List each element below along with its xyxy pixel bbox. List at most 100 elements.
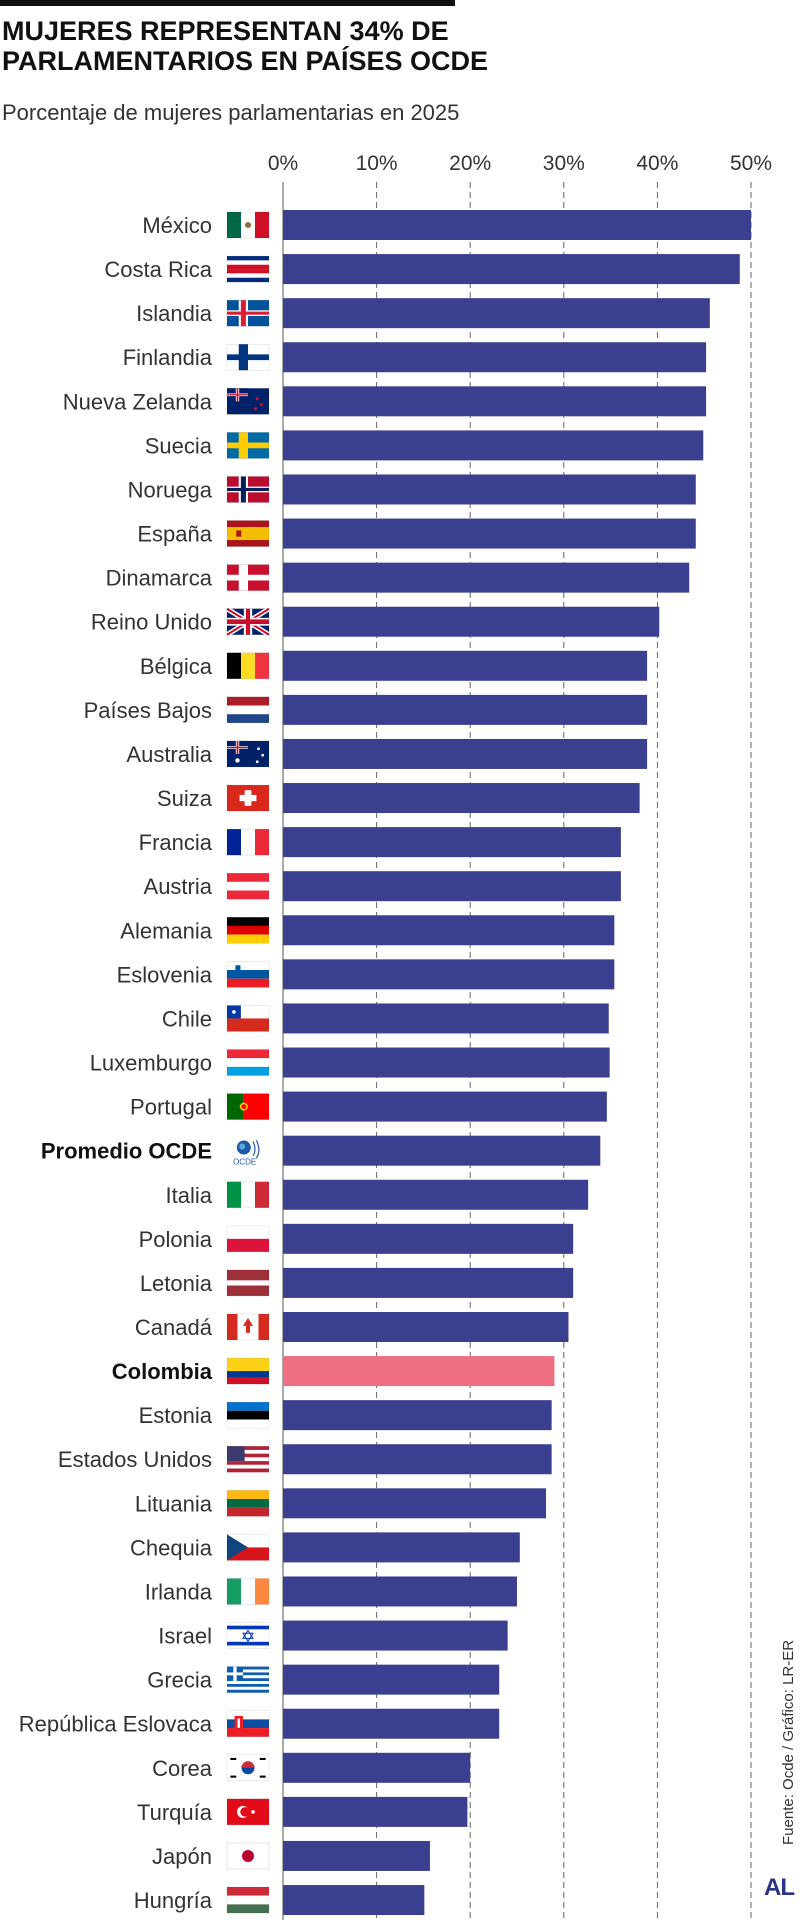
category-label: Estonia: [139, 1403, 213, 1428]
flag-lt-icon: [226, 1490, 270, 1517]
bar-is: [283, 298, 710, 329]
category-label: Lituania: [135, 1491, 213, 1516]
bar-ca: [283, 1312, 569, 1342]
category-label: Países Bajos: [84, 698, 212, 723]
category-label: Finlandia: [123, 345, 213, 370]
category-label: Dinamarca: [106, 566, 213, 591]
category-label: Suecia: [145, 433, 213, 458]
flag-nl-icon: [226, 696, 270, 724]
category-label: Islandia: [136, 301, 213, 326]
flag-il-icon: [226, 1622, 270, 1649]
chart-subtitle: Porcentaje de mujeres parlamentarias en …: [2, 100, 460, 125]
bar-gb: [283, 606, 660, 637]
category-label: Austria: [144, 874, 213, 899]
flag-cz-icon: [226, 1534, 270, 1561]
flag-is-icon: [226, 299, 270, 327]
category-label: Hungría: [134, 1888, 213, 1913]
category-label: España: [137, 522, 212, 547]
flag-dk-icon: [226, 564, 270, 591]
bar-si: [283, 959, 615, 990]
category-label: Corea: [152, 1756, 213, 1781]
flag-ee-icon: [226, 1401, 270, 1429]
bar-lu: [283, 1047, 610, 1078]
flag-ch-icon: [226, 784, 270, 812]
bar-au: [283, 738, 648, 769]
x-tick-label: 0%: [268, 152, 298, 175]
category-label: Colombia: [112, 1359, 213, 1384]
category-label: Estados Unidos: [58, 1447, 212, 1472]
category-label: Francia: [139, 830, 213, 855]
bar-hu: [283, 1885, 425, 1916]
flag-au-icon: [226, 740, 270, 768]
flag-co-icon: [226, 1357, 270, 1385]
bar-dk: [283, 562, 690, 593]
category-label: Alemania: [120, 918, 212, 943]
flag-be-icon: [226, 652, 270, 680]
bar-at: [283, 871, 621, 902]
flag-it-icon: [226, 1181, 270, 1209]
x-tick-label: 40%: [636, 152, 678, 175]
x-tick-label: 20%: [449, 152, 491, 175]
top-rule: [0, 0, 455, 6]
flag-oecd-icon: OCDE: [233, 1140, 260, 1167]
category-label: Turquía: [137, 1800, 213, 1825]
bar-it: [283, 1179, 589, 1210]
bar-no: [283, 474, 696, 505]
category-label: Costa Rica: [104, 257, 212, 282]
flag-jp-icon: [226, 1842, 270, 1870]
flag-ie-icon: [226, 1578, 270, 1605]
category-label: Irlanda: [145, 1579, 213, 1604]
flag-nz-icon: [226, 388, 270, 415]
bar-be: [283, 650, 648, 681]
category-label: Portugal: [130, 1095, 212, 1120]
category-label: Reino Unido: [91, 610, 212, 635]
category-label: Eslovenia: [117, 962, 213, 987]
flag-sk-icon: [226, 1710, 270, 1737]
bar-de: [283, 915, 615, 946]
bar-ch: [283, 783, 640, 814]
bar-cr: [283, 254, 740, 285]
bar-mx: [283, 210, 751, 240]
category-label: Chequia: [130, 1535, 213, 1560]
bar-co: [283, 1356, 555, 1387]
bar-il: [283, 1620, 508, 1651]
flag-lu-icon: [226, 1049, 270, 1076]
chart-title: MUJERES REPRESENTAN 34% DE PARLAMENTARIO…: [2, 16, 489, 76]
x-tick-label: 10%: [356, 152, 398, 175]
flag-se-icon: [226, 432, 270, 459]
category-label: Canadá: [135, 1315, 213, 1340]
bar-es: [283, 518, 696, 549]
flag-at-icon: [226, 872, 270, 900]
flag-lv-icon: [226, 1269, 270, 1297]
svg-text:OCDE: OCDE: [233, 1158, 256, 1167]
category-label: Bélgica: [140, 654, 213, 679]
flag-cr-icon: [226, 255, 270, 283]
category-label: Promedio OCDE: [41, 1139, 212, 1164]
bar-fr: [283, 827, 621, 858]
category-label: Japón: [152, 1844, 212, 1869]
flag-gr-icon: [226, 1666, 270, 1693]
flag-pt-icon: [226, 1093, 270, 1120]
category-label: Suiza: [157, 786, 213, 811]
flag-fr-icon: [226, 828, 270, 856]
category-label: Israel: [158, 1624, 212, 1649]
flag-ca-icon: [226, 1313, 270, 1341]
category-label: Letonia: [140, 1271, 213, 1296]
flag-de-icon: [226, 917, 270, 944]
category-label: Luxemburgo: [90, 1051, 212, 1076]
bar-nl: [283, 694, 648, 725]
publisher-logo: AL: [764, 1874, 795, 1901]
category-label: Grecia: [147, 1668, 213, 1693]
flag-si-icon: [226, 961, 270, 988]
x-tick-label: 30%: [543, 152, 585, 175]
flag-hu-icon: [226, 1886, 270, 1914]
flag-tr-icon: [226, 1798, 270, 1826]
flag-es-icon: [226, 520, 270, 547]
flag-us-icon: [226, 1445, 270, 1473]
bar-ie: [283, 1576, 517, 1607]
bar-kr: [283, 1752, 471, 1783]
bar-chart: 0% 10% 20% 30% 40% 50% México Costa Rica Islandi…: [19, 152, 772, 1920]
bar-lt: [283, 1488, 547, 1519]
flag-gb-icon: [225, 606, 271, 637]
bar-sk: [283, 1708, 500, 1739]
